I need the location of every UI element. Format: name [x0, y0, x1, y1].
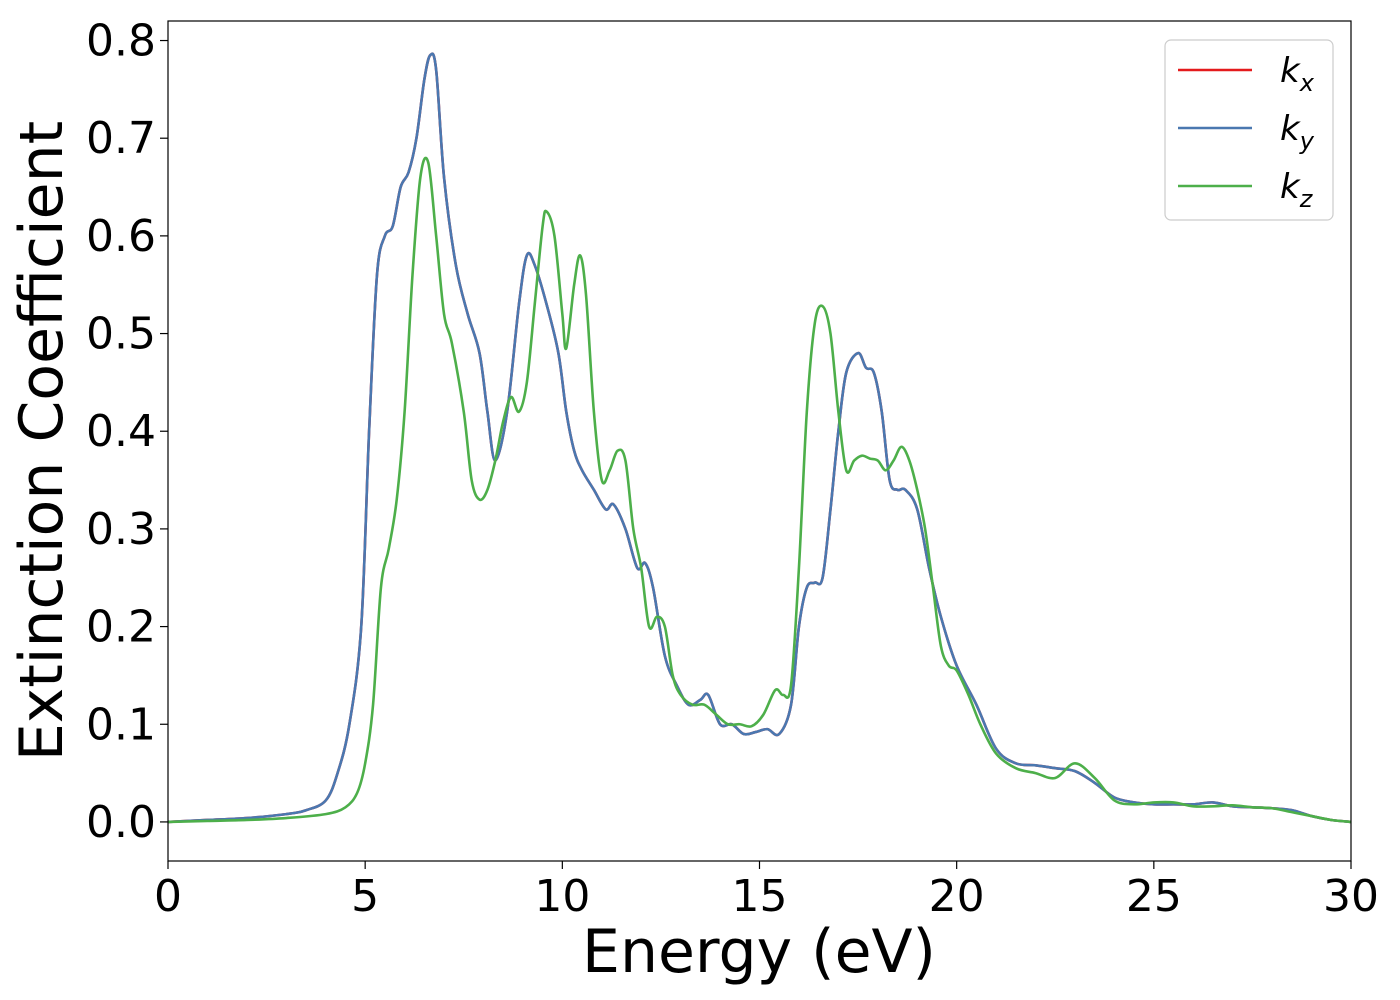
y-tick-label: 0.2 — [86, 602, 156, 653]
y-axis-title: Extinction Coefficient — [7, 121, 77, 761]
x-tick-label: 0 — [154, 871, 182, 922]
x-tick-label: 20 — [929, 871, 985, 922]
legend-box — [1164, 39, 1334, 221]
plot-lines — [167, 52, 1352, 824]
legend-label-kx: kx — [1280, 51, 1315, 97]
y-tick-label: 0.8 — [86, 16, 156, 67]
x-axis-ticks: 0 5 10 15 20 25 30 — [154, 861, 1379, 922]
x-axis-title: Energy (eV) — [582, 917, 936, 987]
y-axis-ticks: 0.0 0.1 0.2 0.3 0.4 0.5 0.6 0.7 0.8 — [86, 16, 168, 848]
legend: kx ky kz — [1164, 39, 1334, 221]
y-tick-label: 0.7 — [86, 113, 156, 164]
y-tick-label: 0.1 — [86, 699, 156, 750]
x-tick-label: 10 — [534, 871, 590, 922]
y-tick-label: 0.4 — [86, 406, 156, 457]
y-tick-label: 0.0 — [86, 797, 156, 848]
y-tick-label: 0.5 — [86, 309, 156, 360]
series-line-ky — [167, 52, 1352, 824]
x-tick-label: 15 — [732, 871, 788, 922]
x-tick-label: 25 — [1126, 871, 1182, 922]
x-tick-label: 30 — [1323, 871, 1379, 922]
y-tick-label: 0.6 — [86, 211, 156, 262]
x-tick-label: 5 — [351, 871, 379, 922]
y-tick-label: 0.3 — [86, 504, 156, 555]
series-line-kz — [167, 156, 1352, 824]
legend-label-kz: kz — [1280, 167, 1314, 213]
legend-label-ky: ky — [1280, 109, 1315, 155]
